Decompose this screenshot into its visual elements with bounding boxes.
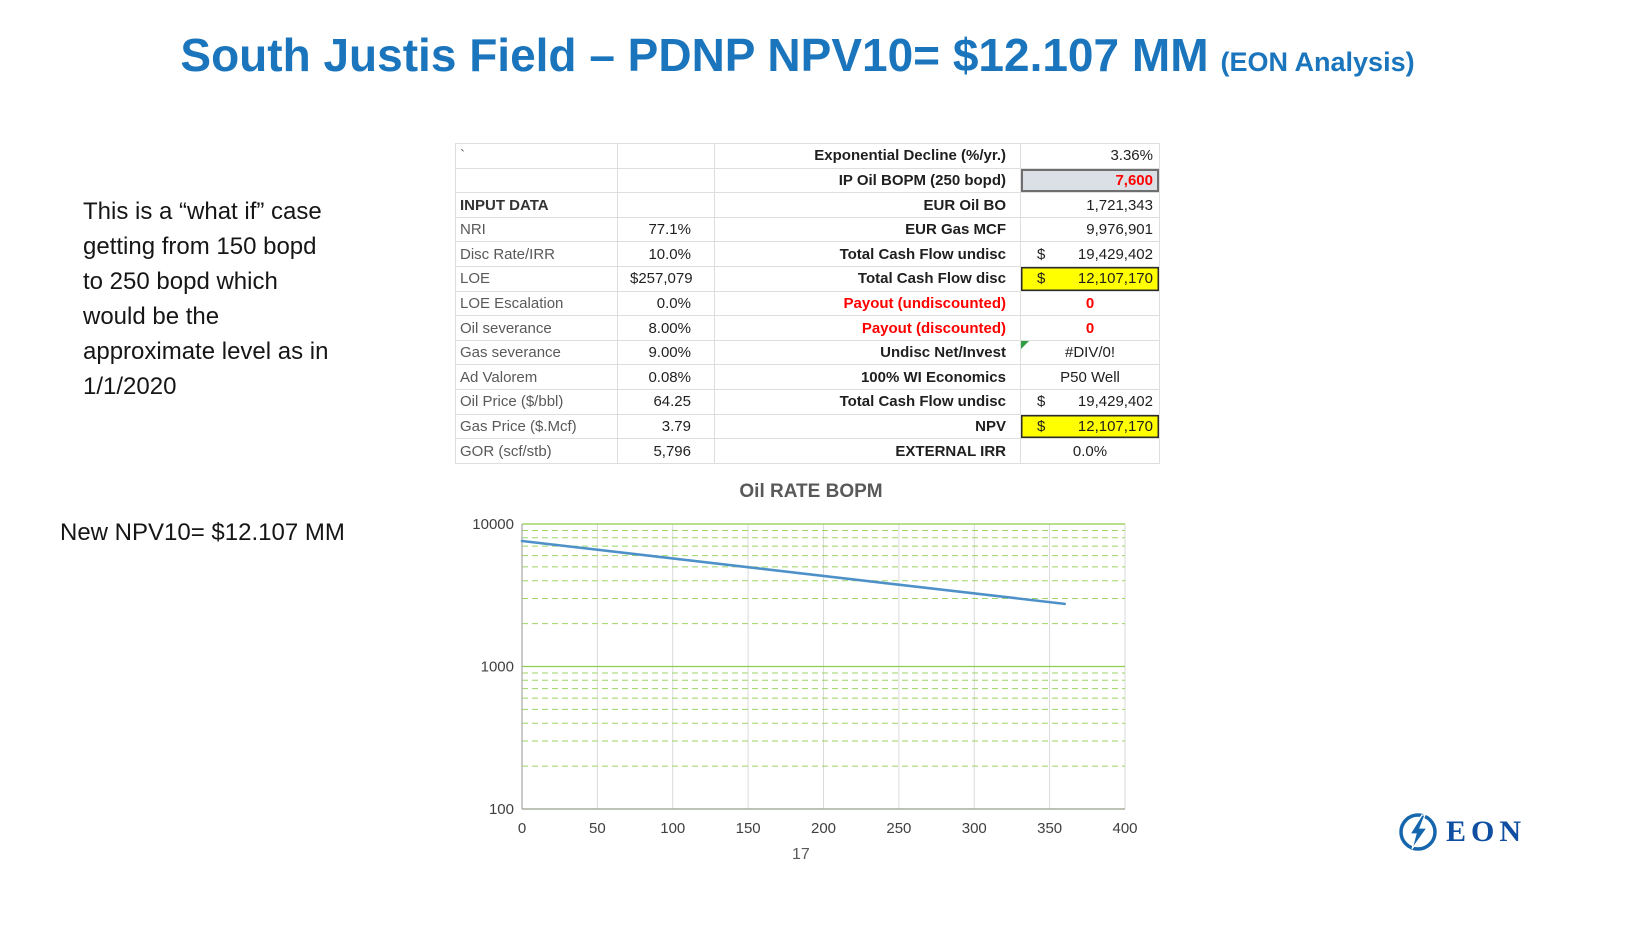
row-left-value bbox=[618, 144, 715, 169]
table-row: LOE Escalation 0.0% Payout (undiscounted) 0 bbox=[456, 291, 1160, 317]
row-label: Disc Rate/IRR bbox=[456, 242, 618, 268]
row-label: Ad Valorem bbox=[456, 365, 618, 391]
row-left-value: 0.0% bbox=[618, 291, 715, 317]
metric-label: Payout (undiscounted) bbox=[715, 291, 1021, 317]
oil-rate-chart-plot: 0 50 100 150 200 250 300 350 400 100 1000 10000 bbox=[472, 516, 1137, 837]
svg-text:50: 50 bbox=[589, 820, 606, 837]
row-label: LOE Escalation bbox=[456, 291, 618, 317]
svg-text:10000: 10000 bbox=[472, 516, 514, 533]
metric-label: NPV bbox=[715, 414, 1021, 440]
metric-label: Total Cash Flow undisc bbox=[715, 242, 1021, 268]
svg-text:150: 150 bbox=[736, 820, 761, 837]
row-label: ` bbox=[456, 144, 618, 169]
table-row: Oil Price ($/bbl) 64.25 Total Cash Flow un… bbox=[456, 390, 1160, 415]
metric-value: 3.36% bbox=[1021, 144, 1160, 169]
cell-error-flag-icon bbox=[1021, 340, 1029, 349]
metric-value: 0 bbox=[1021, 316, 1160, 341]
table-row: Gas Price ($.Mcf) 3.79 NPV $12,107,170 bbox=[456, 414, 1160, 440]
metric-label: 100% WI Economics bbox=[715, 365, 1021, 391]
svg-text:0: 0 bbox=[518, 820, 526, 837]
table-row: IP Oil BOPM (250 bopd) 7,600 bbox=[456, 168, 1160, 194]
table-row: Oil severance 8.00% Payout (discounted) 0 bbox=[456, 316, 1160, 341]
row-label: LOE bbox=[456, 267, 618, 292]
row-left-value bbox=[618, 193, 715, 218]
metric-value: $12,107,170 bbox=[1021, 414, 1160, 440]
row-label: Oil Price ($/bbl) bbox=[456, 390, 618, 415]
row-left-value: 64.25 bbox=[618, 390, 715, 415]
table-row: LOE $257,079 Total Cash Flow disc $12,107,1… bbox=[456, 267, 1160, 292]
metric-value: $19,429,402 bbox=[1021, 390, 1160, 415]
page-title: South Justis Field – PDNP NPV10= $12.107… bbox=[0, 28, 1650, 82]
row-left-value: 5,796 bbox=[618, 439, 715, 464]
metric-label: Undisc Net/Invest bbox=[715, 340, 1021, 366]
oil-rate-chart: Oil RATE BOPM 0 50 100 150 200 250 300 350 400 10… bbox=[455, 473, 1167, 859]
table-row: Disc Rate/IRR 10.0% Total Cash Flow undisc… bbox=[456, 242, 1160, 268]
svg-text:200: 200 bbox=[811, 820, 836, 837]
row-left-value: 10.0% bbox=[618, 242, 715, 268]
table-row: Ad Valorem 0.08% 100% WI Economics P50 Well bbox=[456, 365, 1160, 391]
row-left-value bbox=[618, 168, 715, 194]
svg-text:400: 400 bbox=[1112, 820, 1137, 837]
metric-label: Total Cash Flow disc bbox=[715, 267, 1021, 292]
metric-value: 9,976,901 bbox=[1021, 217, 1160, 243]
table-row: ` Exponential Decline (%/yr.) 3.36% bbox=[456, 144, 1160, 169]
svg-text:1000: 1000 bbox=[481, 659, 514, 676]
row-label: Gas severance bbox=[456, 340, 618, 366]
metric-value: #DIV/0! bbox=[1021, 340, 1160, 366]
metric-label: EUR Gas MCF bbox=[715, 217, 1021, 243]
table-row: NRI 77.1% EUR Gas MCF 9,976,901 bbox=[456, 217, 1160, 243]
svg-text:350: 350 bbox=[1037, 820, 1062, 837]
metric-label: IP Oil BOPM (250 bopd) bbox=[715, 168, 1021, 194]
row-left-value: $257,079 bbox=[618, 267, 715, 292]
row-label: Gas Price ($.Mcf) bbox=[456, 414, 618, 440]
metric-label: Exponential Decline (%/yr.) bbox=[715, 144, 1021, 169]
row-label: NRI bbox=[456, 217, 618, 243]
metric-value: $12,107,170 bbox=[1021, 267, 1160, 292]
metric-label: EXTERNAL IRR bbox=[715, 439, 1021, 464]
metric-value: 0.0% bbox=[1021, 439, 1160, 464]
svg-text:100: 100 bbox=[489, 801, 514, 818]
metric-value: 0 bbox=[1021, 291, 1160, 317]
row-left-value: 9.00% bbox=[618, 340, 715, 366]
metric-value: 1,721,343 bbox=[1021, 193, 1160, 218]
row-label: INPUT DATA bbox=[456, 193, 618, 218]
metric-value: $19,429,402 bbox=[1021, 242, 1160, 268]
what-if-note: This is a “what if” case getting from 15… bbox=[83, 198, 329, 400]
page-number: 17 bbox=[792, 846, 810, 863]
svg-text:100: 100 bbox=[660, 820, 685, 837]
eon-logo: EON bbox=[1396, 810, 1526, 854]
new-npv-note: New NPV10= $12.107 MM bbox=[60, 519, 345, 546]
economics-table: ` Exponential Decline (%/yr.) 3.36% IP Oil … bbox=[455, 143, 1160, 464]
svg-text:300: 300 bbox=[962, 820, 987, 837]
row-left-value: 77.1% bbox=[618, 217, 715, 243]
chart-title: Oil RATE BOPM bbox=[739, 481, 883, 502]
logo-text: EON bbox=[1446, 815, 1527, 848]
row-label: GOR (scf/stb) bbox=[456, 439, 618, 464]
row-left-value: 3.79 bbox=[618, 414, 715, 440]
row-left-value: 8.00% bbox=[618, 316, 715, 341]
svg-text:250: 250 bbox=[886, 820, 911, 837]
row-label bbox=[456, 168, 618, 194]
table-row: Gas severance 9.00% Undisc Net/Invest #DIV/… bbox=[456, 340, 1160, 366]
metric-value: P50 Well bbox=[1021, 365, 1160, 391]
metric-value: 7,600 bbox=[1021, 168, 1160, 194]
row-label: Oil severance bbox=[456, 316, 618, 341]
row-left-value: 0.08% bbox=[618, 365, 715, 391]
table-row: INPUT DATA EUR Oil BO 1,721,343 bbox=[456, 193, 1160, 218]
metric-label: Payout (discounted) bbox=[715, 316, 1021, 341]
metric-label: Total Cash Flow undisc bbox=[715, 390, 1021, 415]
metric-label: EUR Oil BO bbox=[715, 193, 1021, 218]
title-suffix-text: (EON Analysis) bbox=[1220, 47, 1415, 77]
title-main-text: South Justis Field – PDNP NPV10= $12.107… bbox=[180, 29, 1209, 81]
lightning-bolt-icon bbox=[1399, 813, 1437, 851]
table-row: GOR (scf/stb) 5,796 EXTERNAL IRR 0.0% bbox=[456, 439, 1160, 464]
